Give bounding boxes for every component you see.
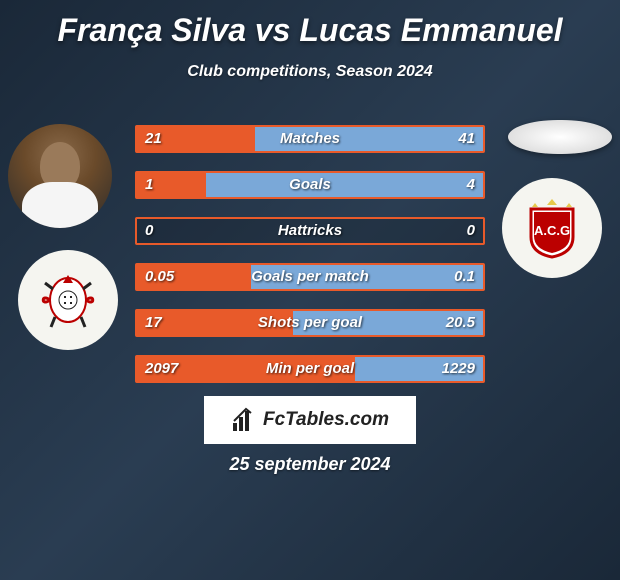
svg-text:A.C.G: A.C.G [534, 223, 570, 238]
comparison-stats: 2141Matches 14Goals 00Hattricks 0.050.1Goal… [135, 125, 485, 401]
stat-label: Hattricks [137, 219, 483, 243]
stat-label: Goals [137, 173, 483, 197]
club2-badge: A.C.G [502, 178, 602, 278]
stat-row: 0.050.1Goals per match [135, 263, 485, 291]
date-text: 25 september 2024 [0, 454, 620, 475]
fctables-logo-icon [231, 407, 257, 433]
stat-label: Goals per match [137, 265, 483, 289]
stat-row: 20971229Min per goal [135, 355, 485, 383]
stat-label: Min per goal [137, 357, 483, 381]
stat-row: 00Hattricks [135, 217, 485, 245]
stat-row: 2141Matches [135, 125, 485, 153]
page-title: França Silva vs Lucas Emmanuel [0, 0, 620, 49]
player2-avatar-placeholder [508, 120, 612, 154]
corinthians-crest-icon [33, 265, 103, 335]
branding-box: FcTables.com [204, 396, 416, 444]
acg-shield-icon: A.C.G [521, 197, 583, 259]
club1-badge [18, 250, 118, 350]
branding-text: FcTables.com [263, 409, 389, 431]
stat-label: Matches [137, 127, 483, 151]
stat-row: 1720.5Shots per goal [135, 309, 485, 337]
stat-label: Shots per goal [137, 311, 483, 335]
page-subtitle: Club competitions, Season 2024 [0, 63, 620, 81]
stat-row: 14Goals [135, 171, 485, 199]
player1-avatar [8, 124, 112, 228]
